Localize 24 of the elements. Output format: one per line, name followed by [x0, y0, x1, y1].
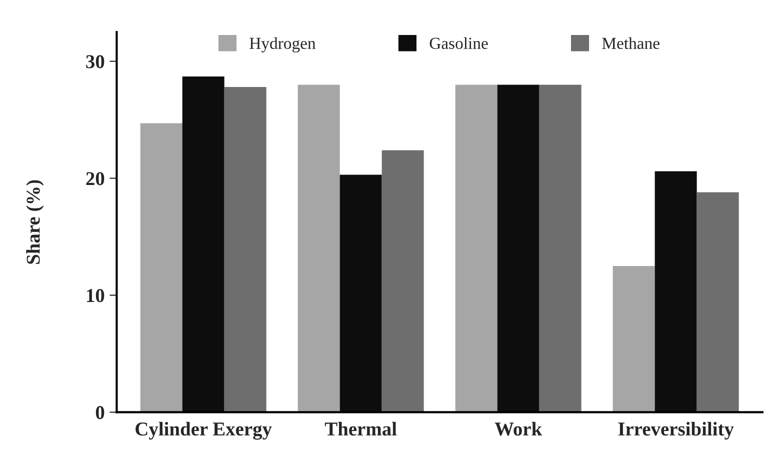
y-tick-label: 10	[87, 289, 104, 302]
legend-label: Hydrogen	[250, 37, 316, 52]
bar	[182, 76, 224, 412]
bar	[497, 84, 540, 412]
bar	[298, 84, 340, 412]
bar	[654, 171, 697, 412]
x-tick-label: Work	[494, 422, 542, 436]
y-tick-label: 30	[86, 55, 104, 68]
bar	[612, 266, 655, 412]
bar	[696, 192, 739, 412]
y-tick-label: 20	[86, 172, 104, 186]
bar	[539, 84, 582, 412]
bar	[224, 87, 266, 412]
bar	[382, 150, 424, 412]
bar	[455, 84, 498, 412]
bar	[340, 174, 382, 412]
y-axis-title: Share (%)	[26, 180, 44, 264]
bar	[140, 123, 182, 412]
x-tick-label: Cylinder Exergy	[136, 422, 272, 440]
x-tick-label: Irreversibility	[618, 422, 734, 440]
x-tick-label: Thermal	[324, 422, 397, 436]
legend-label: Gasoline	[430, 37, 488, 49]
y-tick-label: 0	[96, 406, 104, 420]
legend-label: Methane	[602, 37, 660, 49]
